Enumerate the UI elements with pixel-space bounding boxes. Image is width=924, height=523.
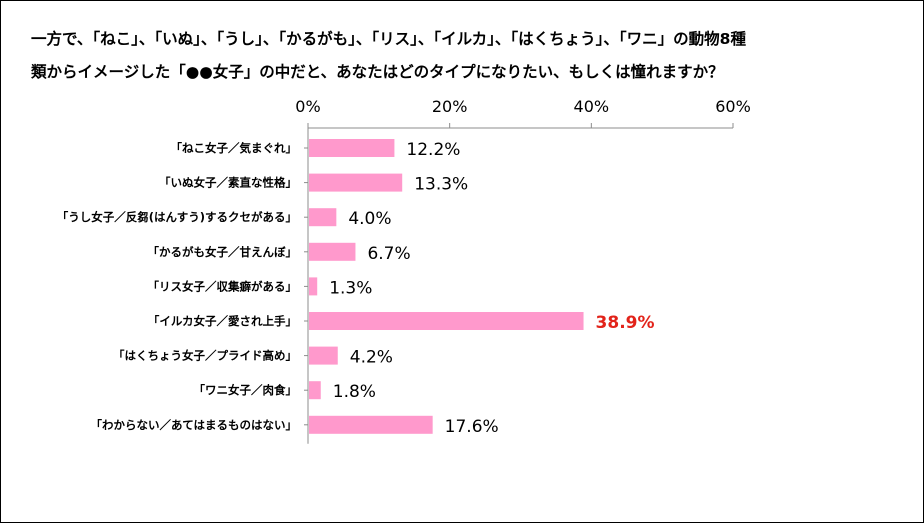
bar: [309, 312, 584, 330]
category-label: 「うし女子／反芻(はんすう)するクセがある」: [57, 210, 297, 224]
bar: [309, 173, 403, 192]
category-label: 「ねこ女子／気まぐれ」: [171, 141, 298, 155]
bar: [309, 381, 321, 400]
value-label: 1.3%: [329, 278, 372, 298]
bar: [309, 415, 433, 434]
value-label: 6.7%: [367, 244, 410, 264]
category-label: 「かるがも女子／甘えんぼ」: [148, 245, 298, 259]
x-tick-label: 40%: [574, 97, 610, 116]
value-label: 13.3%: [414, 175, 468, 195]
bar: [309, 139, 395, 157]
category-label: 「イルカ女子／愛され上手」: [148, 314, 297, 328]
title-line-1: 一方で、「ねこ」、「いぬ」、「うし」、「かるがも」、「リス」、「イルカ」、「はく…: [31, 30, 746, 48]
category-label: 「はくちょう女子／プライド高め」: [113, 349, 297, 363]
x-tick-label: 0%: [295, 97, 320, 116]
value-label: 12.2%: [406, 140, 460, 160]
bar: [309, 277, 318, 296]
category-label: 「いぬ女子／素直な性格」: [159, 176, 297, 190]
value-label: 4.0%: [348, 209, 391, 229]
value-label: 38.9%: [596, 313, 655, 333]
bar: [309, 242, 356, 261]
value-label: 4.2%: [350, 348, 393, 368]
value-label: 1.8%: [333, 382, 376, 402]
title-line-2: 類からイメージした「●●女子」の中だと、あなたはどのタイプになりたい、もしくは憧…: [31, 63, 724, 81]
category-label: 「わからない／あてはまるものはない」: [90, 418, 297, 432]
category-label: 「ワニ女子／肉食」: [194, 383, 298, 397]
x-tick-label: 60%: [715, 97, 751, 116]
category-label: 「リス女子／収集癖がある」: [148, 279, 298, 293]
chart-title: 一方で、「ねこ」、「いぬ」、「うし」、「かるがも」、「リス」、「イルカ」、「はく…: [31, 23, 891, 89]
bar: [309, 346, 338, 365]
x-tick-label: 20%: [432, 97, 468, 116]
value-label: 17.6%: [445, 417, 499, 437]
bar: [309, 208, 337, 227]
